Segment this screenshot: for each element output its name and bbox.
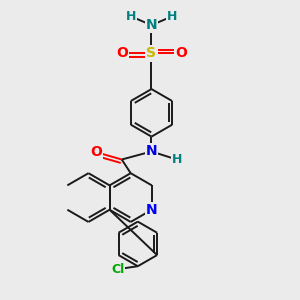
Text: S: S [146, 46, 157, 60]
Text: O: O [90, 145, 102, 159]
Text: H: H [172, 153, 182, 166]
Text: O: O [116, 46, 128, 60]
Text: N: N [146, 18, 157, 32]
Text: Cl: Cl [111, 263, 124, 276]
Text: N: N [146, 145, 157, 158]
Text: O: O [175, 46, 187, 60]
Text: N: N [146, 203, 158, 217]
Text: H: H [125, 10, 136, 23]
Text: H: H [167, 10, 178, 23]
